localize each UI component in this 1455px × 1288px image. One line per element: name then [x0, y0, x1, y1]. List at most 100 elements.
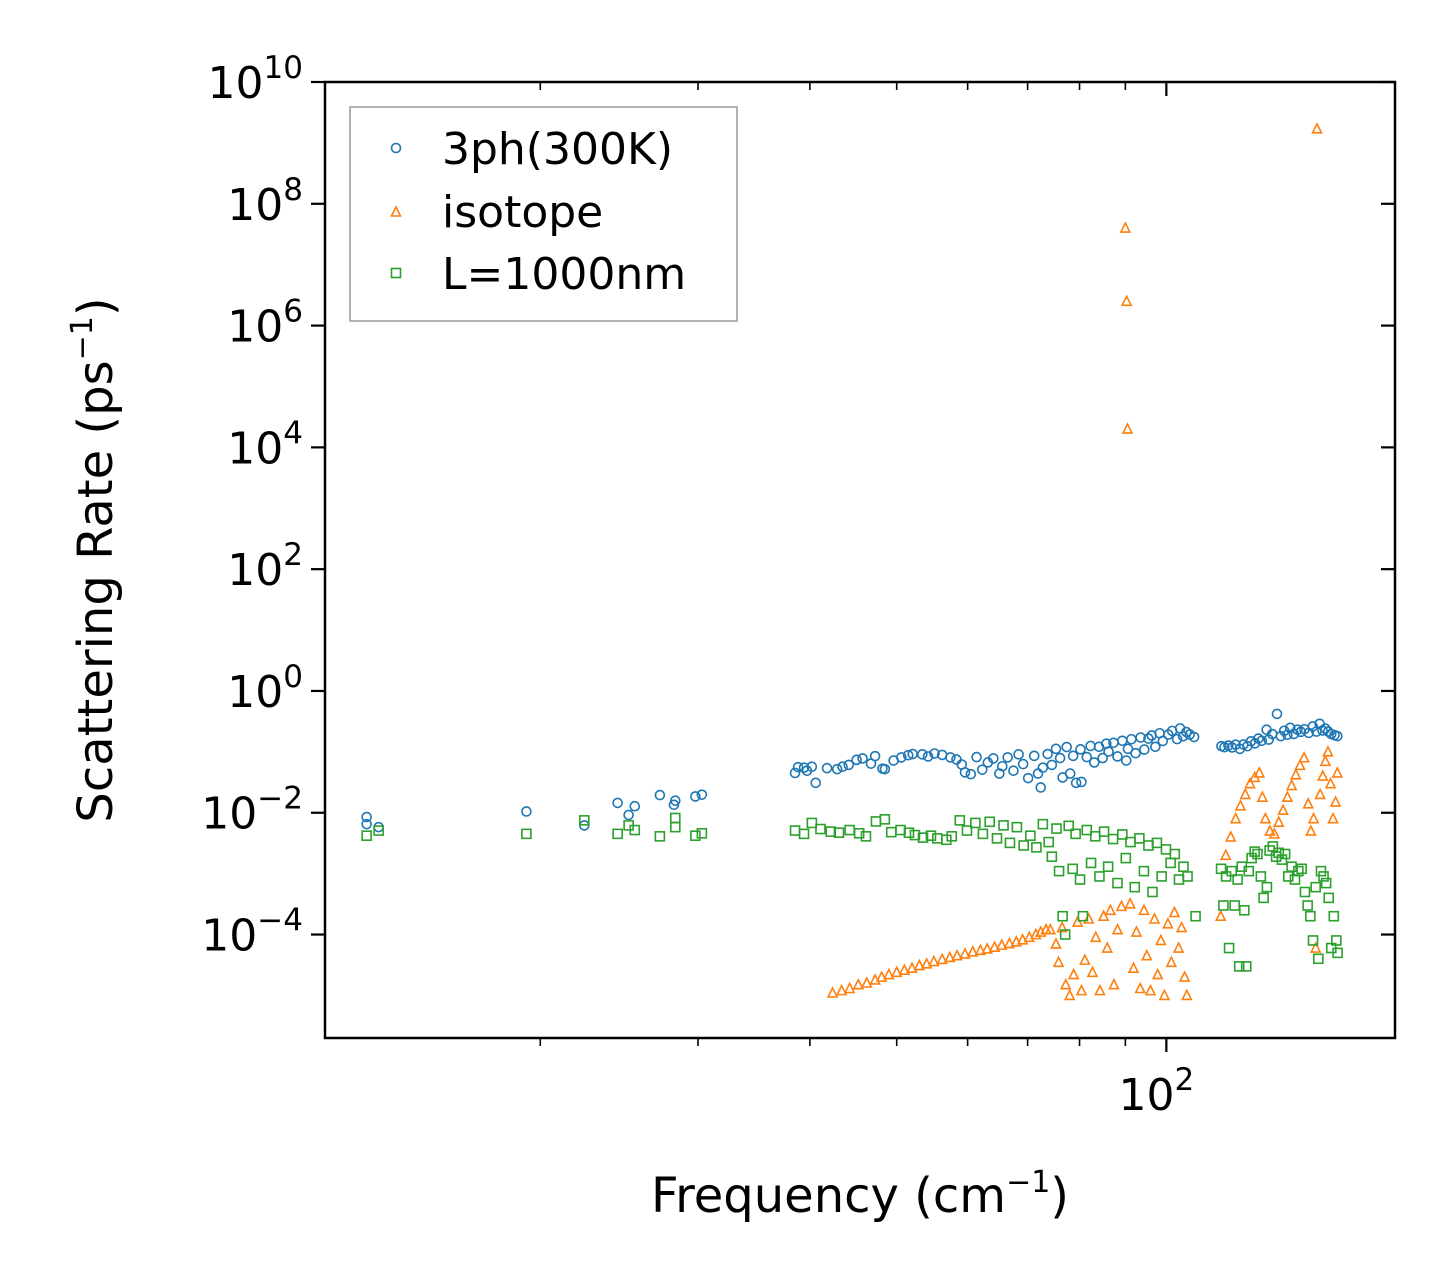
legend-frame	[349, 106, 738, 322]
data-point	[1117, 829, 1128, 840]
data-point	[837, 761, 848, 773]
data-point	[696, 827, 708, 839]
axis-ticks	[311, 80, 1395, 1052]
data-point	[1127, 961, 1140, 974]
data-point	[1089, 757, 1100, 768]
data-point	[1004, 837, 1016, 849]
data-point	[1239, 787, 1252, 800]
data-point	[961, 825, 973, 836]
data-point	[1094, 983, 1106, 996]
data-point	[361, 830, 372, 841]
data-point	[1299, 886, 1311, 898]
data-point	[1273, 847, 1285, 859]
data-point	[1143, 733, 1154, 744]
data-point	[1086, 965, 1099, 978]
y-tick-label: 100	[227, 659, 303, 718]
data-point	[1130, 925, 1143, 937]
data-point	[998, 820, 1009, 831]
data-point	[1101, 941, 1114, 953]
data-point	[1165, 857, 1176, 869]
data-point	[1178, 861, 1189, 873]
data-point	[1124, 896, 1136, 909]
data-point	[1144, 983, 1157, 996]
data-point	[835, 983, 848, 996]
data-point	[1313, 953, 1324, 965]
x-axis-label: Frequency (cm−1)	[651, 1165, 1069, 1224]
data-point	[883, 967, 895, 980]
data-point	[991, 833, 1003, 844]
data-point	[1259, 811, 1272, 824]
data-point	[1089, 831, 1101, 842]
data-point	[1070, 777, 1082, 789]
data-point	[1008, 765, 1019, 777]
data-point	[1059, 929, 1071, 940]
data-point	[1028, 750, 1040, 762]
data-point	[1331, 935, 1342, 946]
data-point	[929, 748, 940, 759]
data-point	[1188, 731, 1200, 743]
data-point	[1218, 900, 1229, 911]
data-point	[1332, 730, 1343, 742]
data-point	[1081, 824, 1093, 836]
data-point	[974, 943, 987, 956]
data-point	[971, 751, 982, 763]
data-point	[1310, 881, 1321, 893]
data-point	[1126, 733, 1137, 745]
data-point	[1315, 865, 1327, 877]
data-point	[1032, 768, 1044, 779]
data-point	[1157, 735, 1169, 747]
data-point	[1075, 744, 1086, 755]
data-point	[1279, 848, 1291, 860]
data-point	[988, 940, 1001, 952]
data-point	[1267, 841, 1279, 852]
data-point	[896, 752, 907, 763]
data-point	[1168, 905, 1181, 918]
data-point	[1317, 725, 1328, 736]
data-point	[851, 754, 862, 766]
data-point	[945, 752, 956, 763]
data-point	[1322, 745, 1334, 757]
data-point	[696, 789, 708, 800]
data-point	[853, 827, 865, 839]
data-point	[798, 762, 810, 773]
data-point	[959, 767, 971, 778]
data-point	[909, 829, 921, 841]
data-point	[826, 986, 839, 998]
data-point	[1056, 920, 1068, 933]
data-point	[927, 954, 940, 967]
data-point	[579, 815, 590, 826]
data-point	[1229, 900, 1240, 911]
legend-marker-3ph	[390, 142, 402, 154]
data-point	[1277, 803, 1289, 816]
data-point	[1129, 881, 1141, 893]
data-point	[879, 763, 891, 775]
data-point	[833, 827, 845, 839]
data-point	[1148, 912, 1161, 924]
data-point	[988, 753, 999, 764]
data-point	[1075, 983, 1088, 996]
legend-label-3ph: 3ph(300K)	[442, 124, 673, 175]
data-point	[1063, 988, 1076, 1001]
data-point	[981, 942, 994, 954]
data-point	[1031, 842, 1042, 853]
data-point	[1112, 877, 1123, 889]
data-point	[903, 827, 915, 839]
data-point	[1003, 936, 1016, 949]
data-point	[1130, 747, 1141, 759]
data-point	[1094, 871, 1105, 882]
data-point	[898, 963, 911, 975]
data-point	[1219, 848, 1232, 861]
data-point	[1290, 768, 1302, 780]
data-point	[906, 961, 918, 974]
data-point	[1282, 871, 1294, 882]
data-point	[1294, 758, 1306, 771]
data-point	[879, 814, 891, 825]
data-point	[1255, 871, 1267, 882]
data-point	[629, 800, 641, 812]
legend-marker-isotope	[390, 205, 402, 217]
data-markers	[361, 122, 1344, 1001]
data-point	[1122, 743, 1134, 755]
data-point	[1138, 903, 1150, 916]
data-point	[1067, 967, 1080, 980]
